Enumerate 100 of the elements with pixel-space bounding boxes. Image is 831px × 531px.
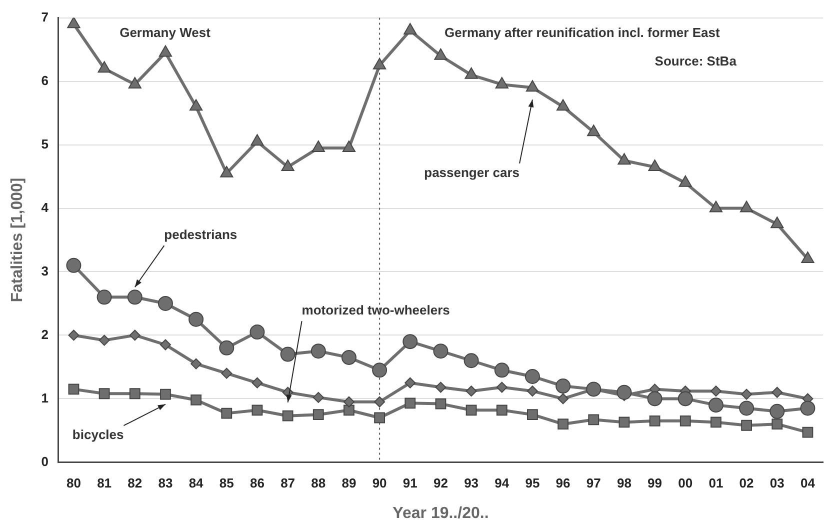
point xyxy=(341,350,356,365)
point xyxy=(372,58,386,70)
point xyxy=(802,426,814,438)
point xyxy=(648,159,662,171)
x-tick-label: 87 xyxy=(280,476,296,491)
point xyxy=(801,252,814,264)
point xyxy=(526,80,540,92)
y-axis-title: Fatalities [1,000] xyxy=(9,178,26,302)
point xyxy=(404,398,416,409)
point xyxy=(129,388,140,400)
point xyxy=(434,48,448,60)
point xyxy=(96,290,112,305)
point xyxy=(342,140,356,152)
point xyxy=(67,18,80,28)
point xyxy=(282,410,294,422)
point xyxy=(312,140,325,152)
point xyxy=(68,330,80,341)
point xyxy=(649,415,660,426)
point xyxy=(618,416,630,428)
point xyxy=(770,404,785,419)
point xyxy=(66,258,82,273)
point xyxy=(188,312,204,327)
point xyxy=(281,159,294,171)
point xyxy=(588,414,600,426)
point xyxy=(98,388,110,400)
point xyxy=(158,296,173,311)
point xyxy=(741,420,752,431)
x-tick-label: 83 xyxy=(158,476,173,491)
point xyxy=(466,404,477,416)
point xyxy=(372,362,388,378)
point xyxy=(310,344,326,359)
x-axis-title: Year 19../20.. xyxy=(392,504,489,522)
point xyxy=(160,339,171,350)
point xyxy=(220,166,234,178)
x-tick-label: 03 xyxy=(770,476,784,491)
point xyxy=(221,368,232,379)
x-tick-label: 82 xyxy=(128,476,142,491)
x-tick-label: 98 xyxy=(616,476,632,491)
point xyxy=(558,393,569,404)
point xyxy=(221,408,232,419)
x-tick-label: 81 xyxy=(97,476,112,491)
annotation: Germany West xyxy=(120,24,212,40)
point xyxy=(435,382,446,393)
point xyxy=(158,45,172,57)
x-tick-label: 96 xyxy=(556,476,570,491)
point xyxy=(435,398,446,410)
point xyxy=(343,396,354,408)
x-tick-label: 95 xyxy=(525,476,540,491)
point xyxy=(770,216,784,228)
point xyxy=(556,378,571,394)
y-tick-label: 3 xyxy=(41,263,48,278)
x-tick-label: 99 xyxy=(648,476,662,491)
point xyxy=(772,386,783,398)
text: passenger cars xyxy=(424,164,520,180)
point xyxy=(68,384,80,395)
point xyxy=(190,358,202,370)
point xyxy=(709,200,723,212)
point xyxy=(740,200,754,212)
y-tick-label: 4 xyxy=(41,200,50,215)
point xyxy=(464,67,478,79)
point xyxy=(98,334,110,346)
point xyxy=(800,400,816,416)
point xyxy=(433,344,448,359)
point xyxy=(404,377,416,388)
point xyxy=(526,386,538,397)
point xyxy=(127,290,142,305)
point xyxy=(252,404,263,416)
x-tick-label: 88 xyxy=(311,476,326,491)
x-tick-label: 80 xyxy=(66,476,81,491)
point xyxy=(466,386,477,397)
y-tick-label: 1 xyxy=(41,390,48,406)
point xyxy=(374,412,385,424)
x-tick-label: 90 xyxy=(372,476,387,491)
point xyxy=(312,409,324,420)
x-tick-label: 94 xyxy=(494,476,510,491)
point xyxy=(128,76,142,88)
point xyxy=(219,340,234,356)
y-tick-label: 7 xyxy=(41,9,48,24)
point xyxy=(678,175,692,187)
point xyxy=(678,391,693,406)
x-tick-label: 00 xyxy=(678,476,693,491)
point xyxy=(524,368,540,384)
point xyxy=(558,418,568,430)
point xyxy=(708,398,724,413)
point xyxy=(344,404,354,416)
point xyxy=(494,362,510,378)
text: pedestrians xyxy=(164,227,238,242)
point xyxy=(772,418,783,430)
point xyxy=(647,391,662,406)
point xyxy=(495,76,508,88)
point xyxy=(618,153,631,165)
x-tick-label: 85 xyxy=(219,476,234,491)
x-tick-label: 92 xyxy=(433,476,448,491)
point xyxy=(680,415,691,426)
point xyxy=(374,396,386,408)
x-tick-label: 02 xyxy=(739,476,754,491)
x-tick-label: 89 xyxy=(342,476,356,491)
point xyxy=(402,334,418,350)
point xyxy=(739,400,754,416)
point xyxy=(710,416,722,428)
